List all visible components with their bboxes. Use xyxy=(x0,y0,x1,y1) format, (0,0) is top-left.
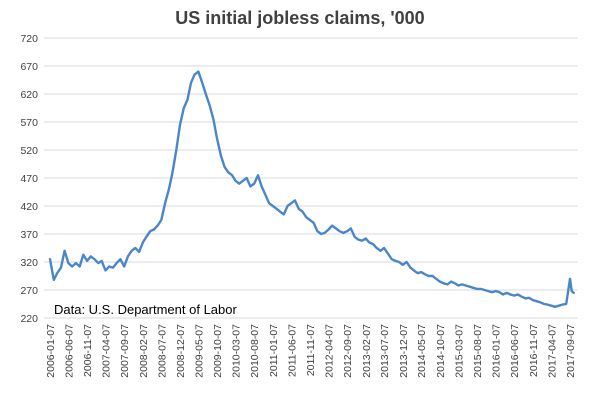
y-tick-label: 520 xyxy=(20,145,38,157)
y-tick-label: 270 xyxy=(20,285,38,297)
x-tick-label: 2012-04-07 xyxy=(323,324,335,378)
y-tick-label: 470 xyxy=(20,173,38,185)
x-tick-label: 2017-09-07 xyxy=(565,324,577,378)
x-tick-label: 2006-06-07 xyxy=(63,324,75,378)
x-tick-label: 2010-03-07 xyxy=(230,324,242,378)
chart-title: US initial jobless claims, '000 xyxy=(175,8,424,28)
x-tick-label: 2013-02-07 xyxy=(361,324,373,378)
gridlines xyxy=(44,37,578,319)
x-tick-label: 2009-10-07 xyxy=(212,324,224,378)
y-tick-label: 370 xyxy=(20,229,38,241)
x-tick-label: 2014-10-07 xyxy=(435,324,447,378)
x-tick-label: 2006-11-07 xyxy=(82,324,94,377)
x-tick-label: 2014-05-07 xyxy=(416,324,428,378)
x-tick-label: 2016-06-07 xyxy=(509,324,521,378)
x-tick-label: 2009-05-07 xyxy=(193,324,205,378)
y-tick-label: 320 xyxy=(20,257,38,269)
x-tick-label: 2012-09-07 xyxy=(342,324,354,378)
x-tick-label: 2017-04-07 xyxy=(546,324,558,378)
y-tick-label: 420 xyxy=(20,201,38,213)
y-tick-label: 620 xyxy=(20,89,38,101)
x-tick-label: 2013-12-07 xyxy=(398,324,410,378)
x-tick-label: 2007-04-07 xyxy=(101,324,113,378)
x-tick-label: 2013-07-07 xyxy=(379,324,391,378)
x-tick-label: 2008-12-07 xyxy=(175,324,187,378)
x-tick-label: 2008-07-07 xyxy=(156,324,168,378)
x-axis-tick-labels: 2006-01-07 2006-06-07 2006-11-07 2007-04-07… xyxy=(45,324,577,378)
source-note: Data: U.S. Department of Labor xyxy=(54,302,237,317)
y-tick-label: 670 xyxy=(20,61,38,73)
x-tick-label: 2016-11-07 xyxy=(528,324,540,377)
x-tick-label: 2016-01-07 xyxy=(491,324,503,378)
x-tick-label: 2008-02-07 xyxy=(138,324,150,378)
y-axis-tick-labels: 720 670 620 570 520 470 420 370 320 270 220 xyxy=(20,33,38,325)
x-tick-label: 2010-08-07 xyxy=(249,324,261,378)
y-tick-label: 570 xyxy=(20,117,38,129)
y-tick-label: 220 xyxy=(20,313,38,325)
x-tick-label: 2011-01-07 xyxy=(268,324,280,377)
x-tick-label: 2006-01-07 xyxy=(45,324,57,378)
y-tick-label: 720 xyxy=(20,33,38,45)
x-tick-label: 2011-06-07 xyxy=(286,324,298,377)
x-tick-label: 2011-11-07 xyxy=(305,324,317,376)
x-tick-label: 2015-08-07 xyxy=(472,324,484,378)
series-line xyxy=(48,70,575,308)
x-tick-label: 2015-03-07 xyxy=(453,324,465,378)
x-tick-label: 2007-09-07 xyxy=(119,324,131,378)
